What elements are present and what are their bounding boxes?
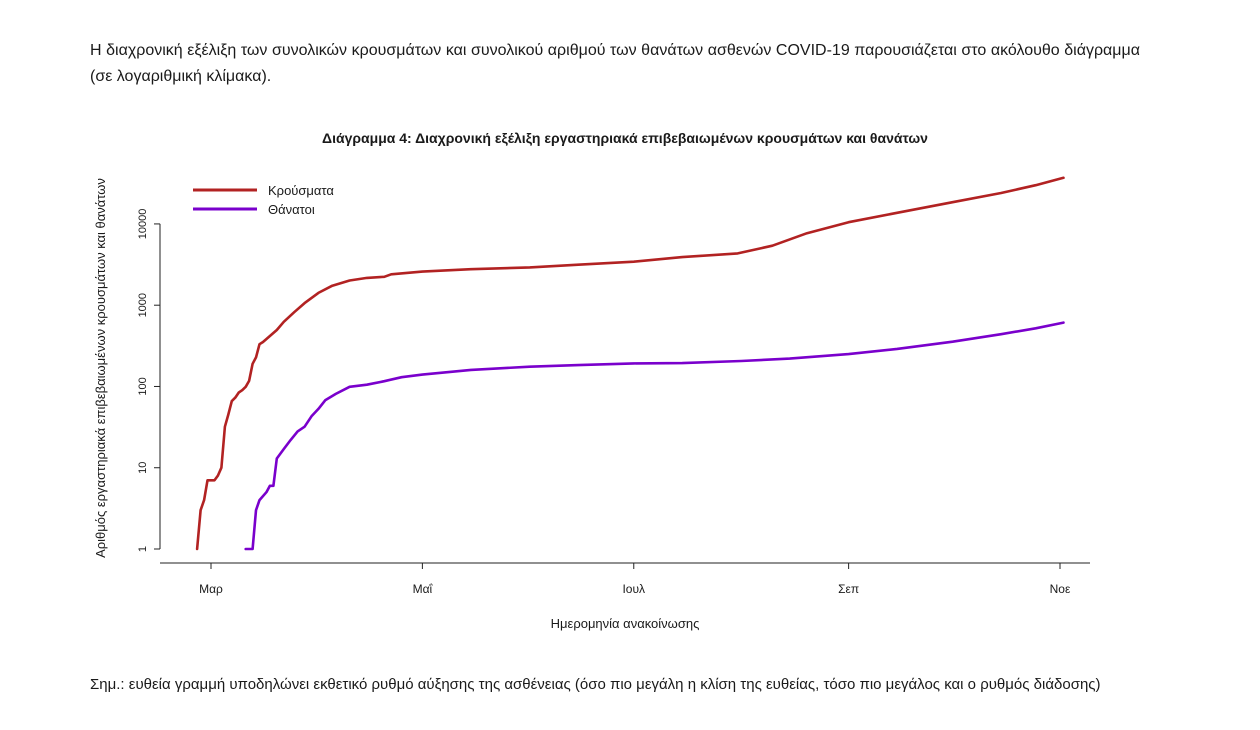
y-tick-label: 10: [137, 462, 149, 474]
y-tick-label: 1000: [137, 293, 149, 317]
series-line-cases: [195, 176, 1065, 551]
x-axis-label: Ημερομηνία ανακοίνωσης: [551, 616, 700, 631]
y-tick-label: 100: [137, 377, 149, 395]
x-tick-label: Νοε: [1050, 582, 1071, 596]
axes: 1 10 100 1000 10000 Μαρ Μαΐ Ιουλ Σεπ Νοε: [137, 209, 1090, 596]
chart-title: Διάγραμμα 4: Διαχρονική εξέλιξη εργαστηρ…: [322, 130, 928, 146]
legend-label-deaths: Θάνατοι: [268, 202, 315, 217]
x-tick-label: Σεπ: [838, 582, 859, 596]
legend: Κρούσματα Θάνατοι: [193, 183, 334, 217]
series-line-deaths: [244, 321, 1065, 551]
y-axis-label: Αριθμός εργαστηριακά επιβεβαιωμένων κρου…: [93, 178, 108, 558]
y-tick-label: 10000: [137, 209, 149, 240]
footnote: Σημ.: ευθεία γραμμή υποδηλώνει εκθετικό …: [90, 676, 1101, 693]
intro-paragraph: Η διαχρονική εξέλιξη των συνολικών κρουσ…: [90, 42, 1140, 85]
x-tick-label: Ιουλ: [622, 582, 645, 596]
x-tick-label: Μαρ: [199, 582, 223, 596]
x-tick-label: Μαΐ: [413, 582, 434, 596]
legend-label-cases: Κρούσματα: [268, 183, 334, 198]
y-tick-label: 1: [137, 546, 149, 552]
series-layer: [195, 176, 1065, 551]
